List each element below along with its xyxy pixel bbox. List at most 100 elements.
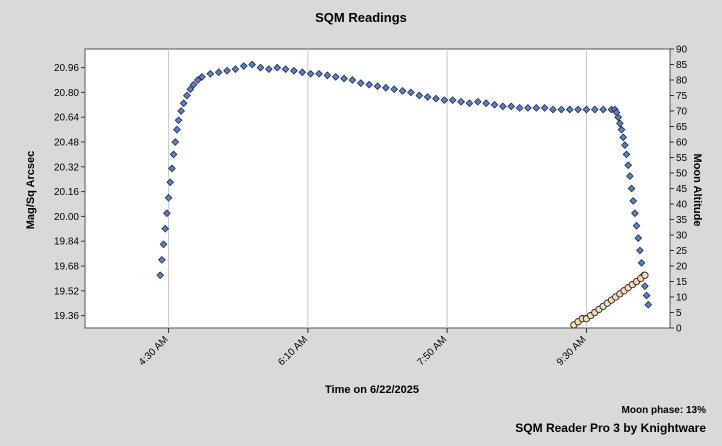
sqm-point	[582, 105, 591, 114]
sqm-point	[457, 97, 465, 106]
right-tick-label: 10	[676, 293, 688, 304]
series-layer	[156, 60, 653, 329]
sqm-point	[161, 224, 170, 233]
sqm-point	[168, 164, 176, 173]
x-tick-label: 4:30 AM	[137, 334, 171, 368]
sqm-point	[173, 125, 181, 134]
right-tick-label: 55	[676, 153, 688, 164]
sqm-point	[390, 85, 399, 94]
sqm-point	[365, 80, 374, 89]
sqm-point	[174, 116, 183, 125]
sqm-point	[565, 105, 574, 114]
sqm-point	[315, 69, 323, 78]
right-tick-label: 85	[676, 60, 688, 71]
sqm-point	[256, 63, 265, 72]
sqm-point	[614, 113, 623, 122]
sqm-point	[622, 150, 631, 159]
sqm-point	[373, 82, 382, 91]
sqm-point	[440, 96, 449, 105]
sqm-point	[239, 62, 248, 70]
sqm-point	[381, 83, 390, 92]
sqm-point	[331, 73, 340, 81]
sqm-point	[574, 105, 582, 114]
sqm-point	[231, 65, 240, 74]
x-tick-label: 9:30 AM	[555, 334, 589, 368]
right-tick-label: 0	[676, 324, 682, 335]
right-tick-label: 65	[676, 122, 688, 133]
sqm-point	[166, 178, 175, 187]
sqm-point	[290, 66, 298, 75]
left-tick-label: 19.84	[54, 237, 79, 248]
sqm-point	[644, 300, 653, 309]
left-tick-label: 19.36	[54, 311, 79, 322]
sqm-point	[298, 68, 307, 77]
sqm-point	[281, 65, 290, 74]
right-tick-label: 30	[676, 231, 688, 242]
sqm-point	[626, 172, 634, 180]
sqm-point	[206, 69, 215, 78]
left-tick-label: 20.32	[54, 162, 79, 173]
sqm-point	[634, 234, 643, 242]
sqm-point	[264, 65, 273, 74]
sqm-point	[398, 86, 407, 95]
right-tick-label: 60	[676, 138, 688, 149]
right-tick-label: 5	[676, 308, 682, 319]
sqm-point	[473, 97, 482, 106]
x-tick-label: 7:50 AM	[416, 334, 450, 368]
sqm-point	[189, 80, 198, 89]
sqm-point	[163, 209, 171, 218]
moon-phase-text: Moon phase: 13%	[622, 405, 707, 416]
right-tick-label: 50	[676, 169, 688, 180]
left-tick-label: 20.16	[54, 187, 79, 198]
sqm-point	[524, 104, 532, 112]
sqm-point	[631, 209, 639, 218]
sqm-point	[348, 76, 357, 84]
right-axis-label: Moon Altitude	[691, 154, 703, 227]
sqm-point	[617, 125, 626, 134]
right-tick-label: 90	[676, 45, 688, 56]
right-tick-label: 75	[676, 91, 688, 102]
right-tick-label: 45	[676, 184, 688, 195]
sqm-point	[356, 79, 365, 87]
right-tick-label: 40	[676, 200, 688, 211]
sqm-point	[465, 99, 474, 108]
sqm-point	[549, 105, 557, 114]
grid-lines	[168, 49, 587, 328]
sqm-point	[636, 246, 644, 255]
sqm-point	[490, 100, 499, 109]
left-axis-label: Mag/Sq Arcsec	[25, 151, 37, 229]
sqm-point	[423, 93, 432, 101]
sqm-point	[515, 104, 524, 112]
sqm-point	[557, 105, 566, 114]
x-axis-ticks: 4:30 AM 6:10 AM 7:50 AM 9:30 AM	[137, 328, 589, 368]
sqm-point	[158, 255, 166, 264]
sqm-point	[590, 105, 599, 114]
right-tick-label: 25	[676, 246, 688, 257]
sqm-point	[624, 161, 633, 170]
sqm-point	[507, 102, 516, 111]
sqm-point	[169, 150, 178, 159]
sqm-point	[632, 221, 641, 230]
sqm-point	[637, 259, 646, 267]
x-axis-label: Time on 6/22/2025	[325, 384, 419, 396]
sqm-point	[599, 105, 608, 114]
sqm-point	[340, 74, 348, 83]
left-tick-label: 19.68	[54, 262, 79, 273]
sqm-point	[432, 94, 440, 103]
plot-area	[84, 48, 671, 329]
left-tick-label: 20.80	[54, 88, 79, 99]
sqm-point	[273, 63, 282, 72]
right-tick-label: 80	[676, 76, 688, 87]
left-axis-ticks: 20.96 20.80 20.64 20.48 20.32 20.16 20.00 19.84…	[54, 63, 85, 322]
right-tick-label: 70	[676, 107, 688, 118]
sqm-point	[615, 119, 624, 128]
sqm-point	[171, 138, 180, 146]
right-tick-label: 20	[676, 262, 688, 273]
right-tick-label: 35	[676, 215, 688, 226]
left-tick-label: 20.48	[54, 138, 79, 149]
sqm-point	[186, 85, 195, 94]
sqm-point	[540, 104, 549, 112]
sqm-point	[498, 102, 507, 111]
